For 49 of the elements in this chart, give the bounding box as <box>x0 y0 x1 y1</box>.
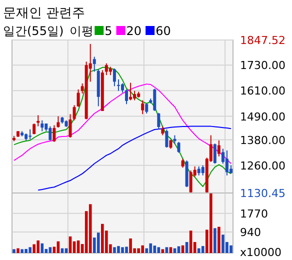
bar <box>230 245 232 253</box>
bar <box>101 224 104 253</box>
legend-title: 이평 <box>70 24 94 38</box>
legend-label: 5 <box>104 24 112 38</box>
bar <box>222 234 224 253</box>
y-tick-label: 1490.00 <box>240 110 286 124</box>
bar <box>48 247 52 253</box>
bar <box>28 247 32 253</box>
bar <box>20 249 24 253</box>
chart-title: 문재인 관련주 <box>3 6 86 21</box>
bar <box>129 238 132 253</box>
bar <box>197 248 200 253</box>
y-axis-title: x10000 <box>240 246 282 259</box>
y-tick-label: 1260.00 <box>240 159 286 172</box>
y-tick-label: 1130.45 <box>240 187 286 200</box>
bar <box>141 245 144 253</box>
legend-label: 60 <box>156 24 171 38</box>
bar <box>214 228 216 253</box>
bar <box>149 243 152 253</box>
bar <box>161 249 164 253</box>
y-tick-label: 1847.52 <box>240 34 286 47</box>
bar <box>165 247 168 253</box>
bar <box>201 246 204 253</box>
bar <box>153 246 156 253</box>
bar <box>117 246 120 253</box>
bar <box>209 193 212 253</box>
bar <box>88 204 92 253</box>
y-tick-label: 1610.00 <box>240 84 286 98</box>
y-tick-label: 1730.00 <box>240 59 286 72</box>
bar <box>125 246 128 253</box>
bar <box>40 243 44 253</box>
bar <box>113 247 116 253</box>
bar <box>36 240 40 253</box>
bar <box>16 248 20 253</box>
bar <box>169 247 172 253</box>
bar <box>218 226 220 253</box>
bar <box>24 248 28 253</box>
bar <box>121 247 124 253</box>
bar <box>96 232 100 253</box>
y-tick-label: 1770 <box>240 207 268 220</box>
line-series <box>38 126 232 191</box>
bar <box>32 244 36 253</box>
legend-label: 20 <box>126 24 142 38</box>
bar <box>157 247 160 253</box>
bar <box>137 248 140 253</box>
y-tick-label: 940 <box>240 226 261 239</box>
bar <box>12 249 16 253</box>
chart-subtitle: 일간(55일) <box>3 24 64 38</box>
y-tick-label: 1380.00 <box>240 134 286 147</box>
